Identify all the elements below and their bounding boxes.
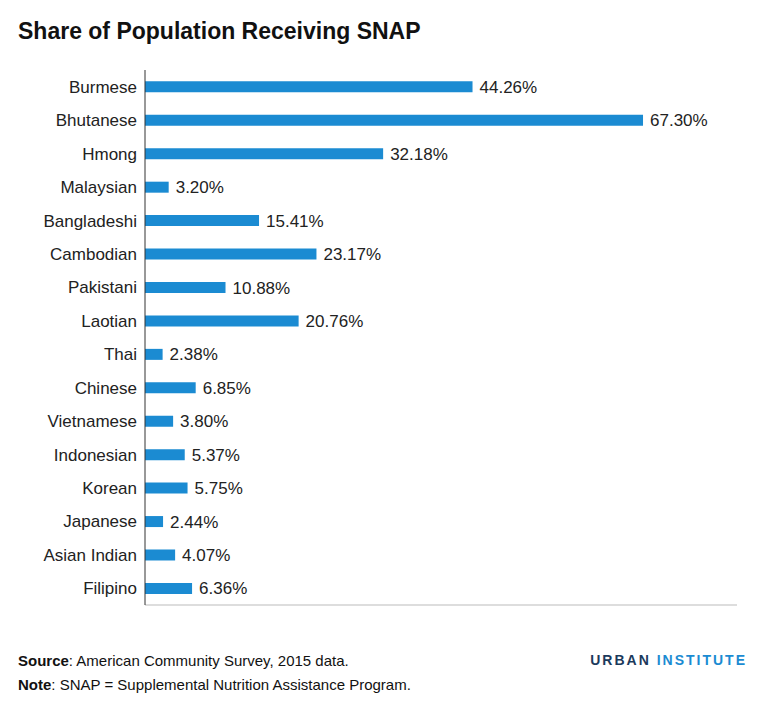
svg-text:3.20%: 3.20% bbox=[176, 178, 224, 197]
svg-text:Pakistani: Pakistani bbox=[68, 278, 137, 297]
svg-text:Bhutanese: Bhutanese bbox=[56, 111, 137, 130]
svg-text:Bangladeshi: Bangladeshi bbox=[43, 212, 137, 231]
svg-text:15.41%: 15.41% bbox=[266, 212, 324, 231]
svg-text:3.80%: 3.80% bbox=[180, 412, 228, 431]
svg-text:Burmese: Burmese bbox=[69, 78, 137, 97]
svg-text:6.85%: 6.85% bbox=[203, 379, 251, 398]
svg-text:32.18%: 32.18% bbox=[390, 145, 448, 164]
svg-text:Korean: Korean bbox=[82, 479, 137, 498]
svg-text:23.17%: 23.17% bbox=[323, 245, 381, 264]
svg-text:Filipino: Filipino bbox=[83, 579, 137, 598]
html-text:URBAN INSTITUTE: URBAN INSTITUTE bbox=[590, 652, 747, 668]
svg-text:6.36%: 6.36% bbox=[199, 579, 247, 598]
svg-text:Malaysian: Malaysian bbox=[60, 178, 137, 197]
html-text:Share of Population Receiving: Share of Population Receiving SNAP bbox=[18, 18, 421, 44]
svg-text:5.75%: 5.75% bbox=[195, 479, 243, 498]
svg-text:Japanese: Japanese bbox=[63, 512, 137, 531]
svg-text:Hmong: Hmong bbox=[82, 145, 137, 164]
svg-text:Thai: Thai bbox=[104, 345, 137, 364]
svg-text:Cambodian: Cambodian bbox=[50, 245, 137, 264]
svg-text:Laotian: Laotian bbox=[81, 312, 137, 331]
svg-text:10.88%: 10.88% bbox=[233, 279, 291, 298]
svg-text:2.38%: 2.38% bbox=[170, 345, 218, 364]
html-text:Source: American Community Sur: Source: American Community Survey, 2015 … bbox=[18, 652, 349, 669]
svg-text:20.76%: 20.76% bbox=[306, 312, 364, 331]
svg-text:5.37%: 5.37% bbox=[192, 446, 240, 465]
html-text:Note: SNAP = Supplemental Nutr: Note: SNAP = Supplemental Nutrition Assi… bbox=[18, 676, 411, 693]
svg-text:Asian Indian: Asian Indian bbox=[43, 546, 137, 565]
svg-text:Vietnamese: Vietnamese bbox=[48, 412, 137, 431]
svg-text:Indonesian: Indonesian bbox=[54, 446, 137, 465]
svg-text:67.30%: 67.30% bbox=[650, 111, 708, 130]
svg-text:Chinese: Chinese bbox=[75, 379, 137, 398]
svg-text:4.07%: 4.07% bbox=[182, 546, 230, 565]
svg-text:2.44%: 2.44% bbox=[170, 513, 218, 532]
svg-text:44.26%: 44.26% bbox=[480, 78, 538, 97]
